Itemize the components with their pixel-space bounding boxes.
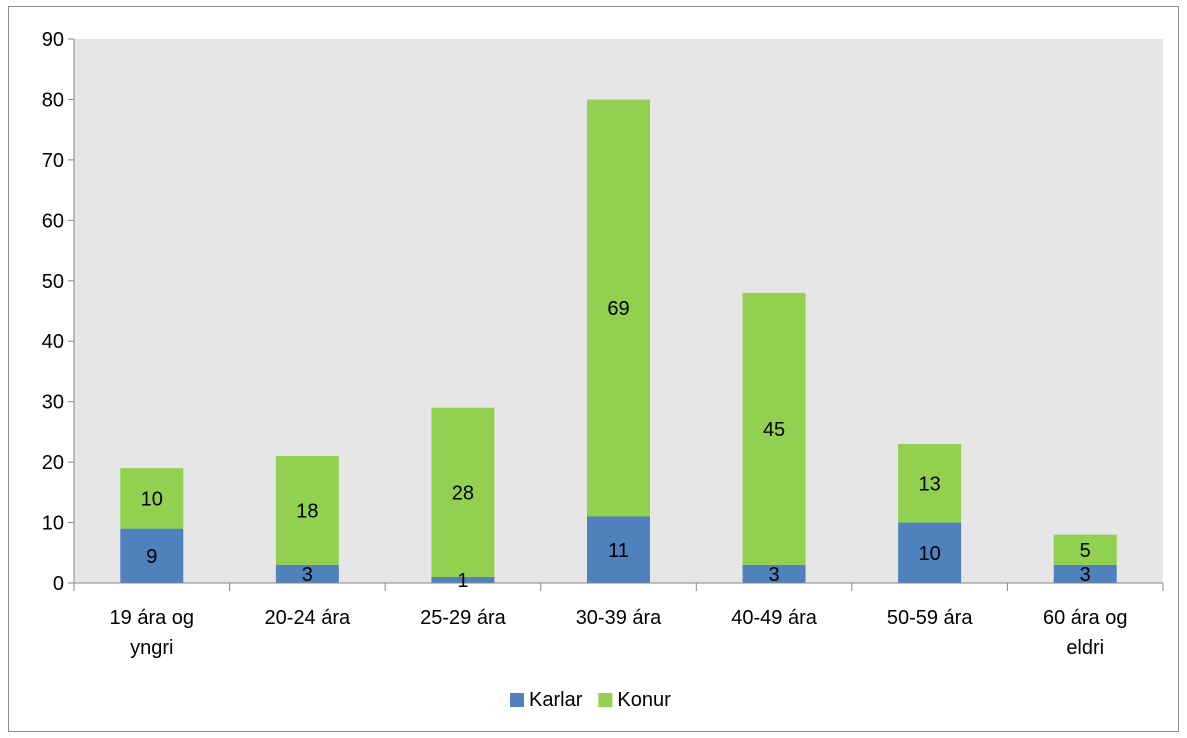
x-tick-label-line: 60 ára og xyxy=(1043,607,1128,629)
data-label-karlar-2: 1 xyxy=(457,570,468,592)
x-tick-label-line: eldri xyxy=(1066,637,1104,659)
bar-konur-2 xyxy=(431,407,495,577)
x-tick-label: 20-24 ára xyxy=(265,607,351,629)
data-label-konur-6: 5 xyxy=(1080,540,1091,562)
x-tick-label: 25-29 ára xyxy=(420,607,506,629)
data-label-karlar-1: 3 xyxy=(302,564,313,586)
data-label-konur-4: 45 xyxy=(763,419,785,441)
x-tick-label: 50-59 ára xyxy=(887,607,973,629)
y-tick-label: 30 xyxy=(42,392,64,414)
legend-swatch-karlar xyxy=(510,693,524,707)
y-tick-label: 40 xyxy=(42,331,64,353)
data-label-konur-1: 18 xyxy=(296,500,318,522)
x-tick-label-line: yngri xyxy=(130,637,173,659)
x-tick-label-line: 50-59 ára xyxy=(887,607,973,629)
y-tick-label: 10 xyxy=(42,513,64,535)
bar-konur-0 xyxy=(120,468,184,529)
y-tick-label: 60 xyxy=(42,210,64,232)
legend-label-karlar: Karlar xyxy=(529,689,583,711)
y-tick-label: 70 xyxy=(42,150,64,172)
x-tick-label: 40-49 ára xyxy=(731,607,817,629)
bar-karlar-1 xyxy=(275,564,339,583)
bar-konur-4 xyxy=(742,292,806,565)
bar-konur-6 xyxy=(1053,534,1117,565)
data-label-karlar-6: 3 xyxy=(1080,564,1091,586)
data-label-konur-0: 10 xyxy=(141,488,163,510)
x-tick-label-line: 19 ára og xyxy=(110,607,195,629)
bar-konur-5 xyxy=(898,443,962,523)
bar-karlar-4 xyxy=(742,564,806,583)
legend-label-konur: Konur xyxy=(617,689,671,711)
x-tick-label-line: 20-24 ára xyxy=(265,607,351,629)
y-tick-label: 0 xyxy=(53,573,64,595)
bar-karlar-2 xyxy=(431,576,495,583)
data-label-karlar-4: 3 xyxy=(769,564,780,586)
data-label-karlar-3: 11 xyxy=(608,540,629,562)
data-label-karlar-0: 9 xyxy=(146,546,157,568)
x-tick-label: 30-39 ára xyxy=(576,607,662,629)
y-tick-label: 80 xyxy=(42,89,64,111)
data-label-konur-2: 28 xyxy=(452,482,474,504)
legend-swatch-konur xyxy=(598,693,613,707)
bar-konur-3 xyxy=(587,99,650,517)
x-tick-label: 60 ára og eldri xyxy=(1043,607,1128,659)
bar-karlar-0 xyxy=(120,528,184,583)
bar-konur-1 xyxy=(275,456,339,565)
y-tick-label: 50 xyxy=(42,271,64,293)
bar-karlar-6 xyxy=(1053,564,1117,583)
x-tick-label-line: 40-49 ára xyxy=(731,607,817,629)
data-label-konur-3: 69 xyxy=(607,298,629,320)
y-tick-label: 90 xyxy=(42,29,64,51)
x-tick-label-line: 25-29 ára xyxy=(420,607,506,629)
bar-karlar-3 xyxy=(587,516,650,583)
bar-karlar-5 xyxy=(898,522,962,583)
y-tick-label: 20 xyxy=(42,452,64,474)
data-label-karlar-5: 10 xyxy=(919,543,941,565)
data-label-konur-5: 13 xyxy=(919,473,941,495)
x-tick-label: 19 ára og yngri xyxy=(110,607,195,659)
x-tick-label-line: 30-39 ára xyxy=(576,607,662,629)
